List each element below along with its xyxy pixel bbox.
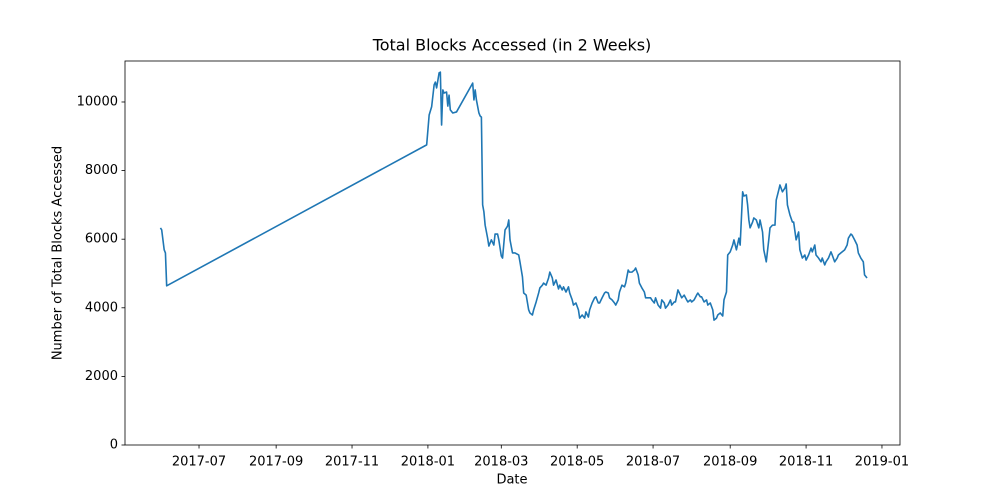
- x-axis-label: Date: [496, 473, 527, 488]
- x-tick-label: 2018-07: [626, 455, 680, 470]
- y-axis-label: Number of Total Blocks Accessed: [51, 146, 66, 360]
- y-tick-label: 0: [110, 438, 118, 453]
- x-tick-label: 2018-01: [401, 455, 455, 470]
- data-line: [159, 71, 868, 321]
- chart-title: Total Blocks Accessed (in 2 Weeks): [372, 36, 652, 55]
- y-tick-label: 10000: [77, 94, 118, 109]
- x-tick-label: 2017-09: [249, 455, 303, 470]
- y-tick-label: 4000: [85, 300, 118, 315]
- axes-frame: [124, 60, 901, 446]
- x-tick-label: 2018-09: [703, 455, 757, 470]
- y-tick-label: 2000: [85, 369, 118, 384]
- x-tick-label: 2018-05: [550, 455, 604, 470]
- x-tick-label: 2017-07: [172, 455, 226, 470]
- x-tick-label: 2018-03: [474, 455, 528, 470]
- y-tick-label: 8000: [85, 163, 118, 178]
- y-tick-label: 6000: [85, 232, 118, 247]
- x-tick-label: 2019-01: [855, 455, 909, 470]
- x-tick-label: 2018-11: [779, 455, 833, 470]
- x-tick-label: 2017-11: [325, 455, 379, 470]
